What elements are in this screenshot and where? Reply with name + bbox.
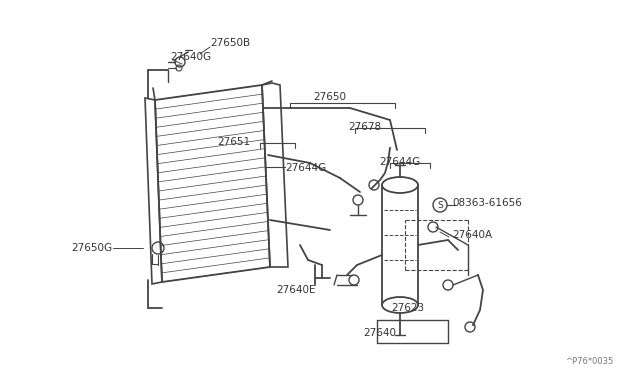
Text: 27640: 27640 [364,328,397,338]
Text: 27651: 27651 [217,137,250,147]
Text: 27640G: 27640G [170,52,211,62]
Text: 27650B: 27650B [210,38,250,48]
Text: 27640A: 27640A [452,230,492,240]
Text: S: S [437,201,443,209]
Text: 08363-61656: 08363-61656 [452,198,522,208]
Text: 27678: 27678 [348,122,381,132]
Text: 27650G: 27650G [71,243,112,253]
Text: 27644G: 27644G [285,163,326,173]
Text: 27623: 27623 [392,303,424,313]
Text: 27640E: 27640E [276,285,316,295]
Text: 27650: 27650 [314,92,346,102]
Text: ^P76*0035: ^P76*0035 [565,357,613,366]
Text: 27644G: 27644G [379,157,420,167]
